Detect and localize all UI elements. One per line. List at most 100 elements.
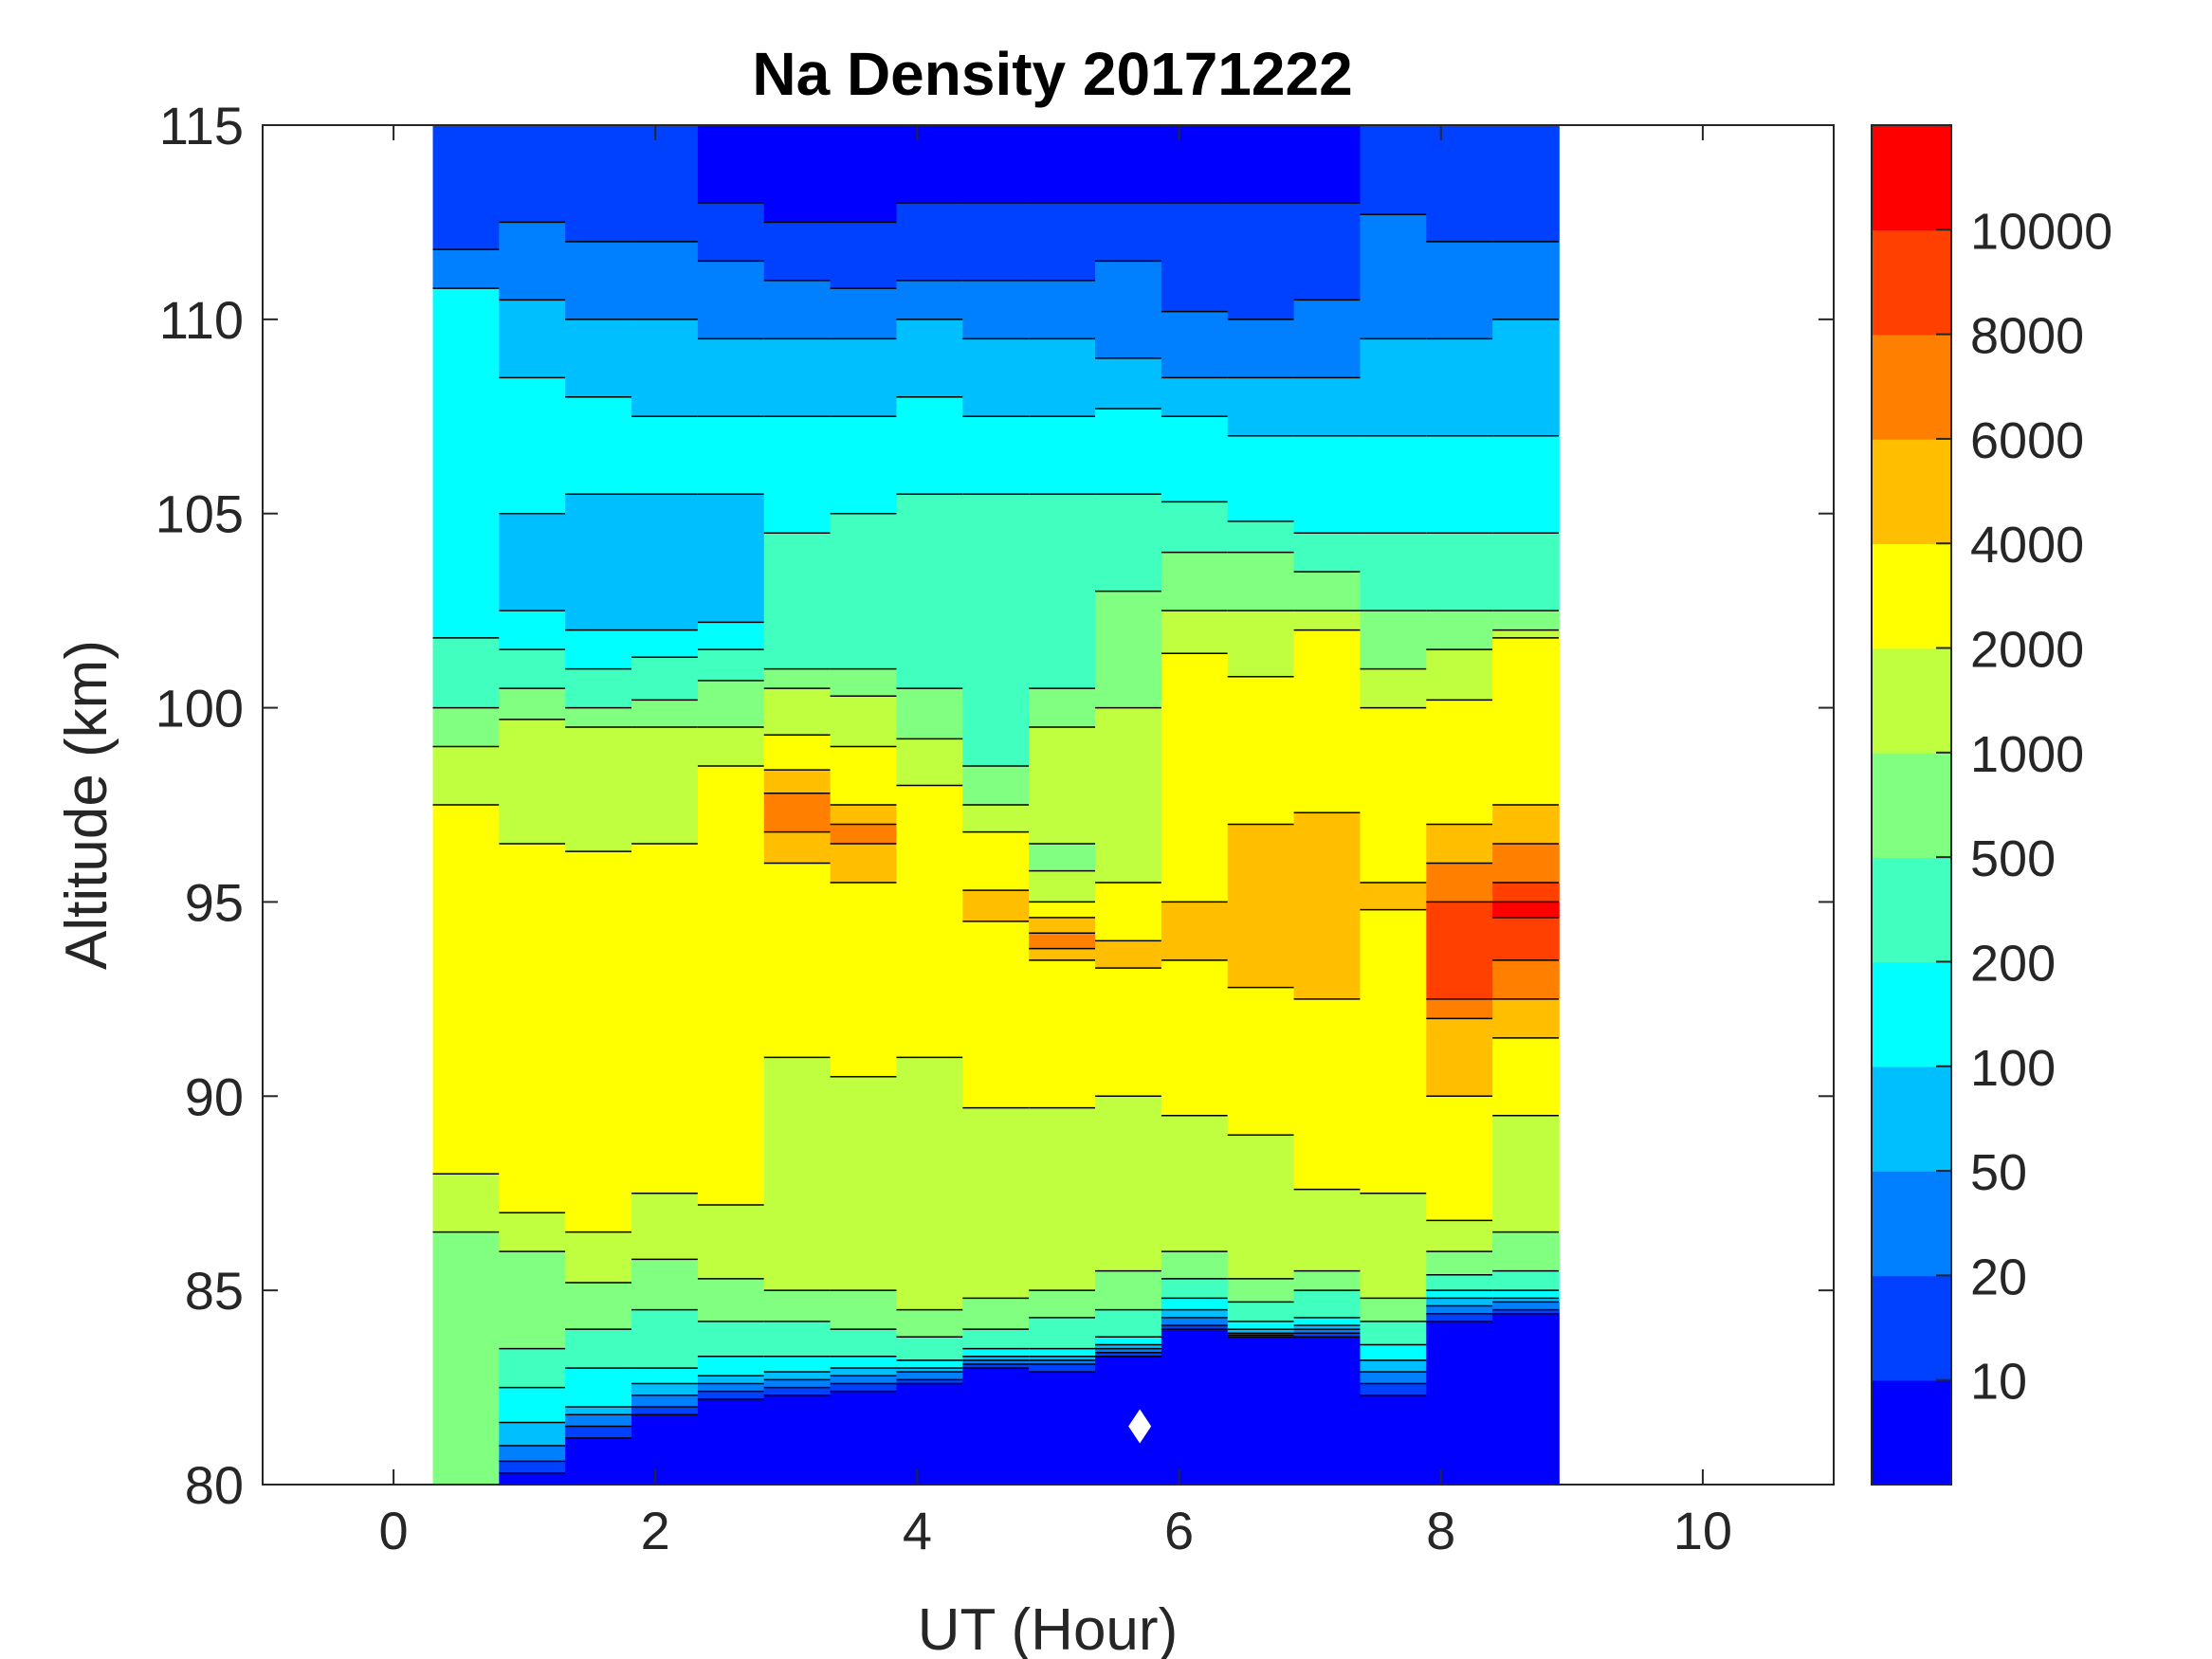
contour-cell (631, 125, 699, 243)
contour-cell (962, 1107, 1030, 1300)
contour-cell (1029, 1356, 1096, 1361)
contour-cell (1360, 1193, 1428, 1300)
contour-cell (697, 622, 765, 650)
contour-cell (1492, 629, 1560, 639)
contour-cell (1426, 1313, 1493, 1322)
contour-cell (962, 766, 1030, 806)
contour-cell (1095, 1096, 1162, 1272)
contour-cell (1095, 1270, 1162, 1311)
y-tick-label: 85 (185, 1261, 244, 1321)
colorbar-tick-label: 4000 (1970, 517, 2084, 574)
colorbar-swatch (1872, 543, 1951, 649)
contour-cell (1029, 1372, 1096, 1486)
contour-cell (1227, 1337, 1295, 1486)
contour-cell (499, 300, 567, 379)
contour-cell (1293, 1290, 1362, 1319)
contour-cell (1029, 688, 1096, 728)
colorbar-tick-label: 50 (1970, 1144, 2027, 1201)
contour-cell (432, 1231, 501, 1486)
contour-cell (1360, 435, 1428, 534)
contour-cell (1426, 649, 1493, 702)
y-tick-label: 100 (155, 679, 244, 738)
contour-cell (1161, 1329, 1229, 1486)
contour-cell (1293, 125, 1362, 204)
contour-cell (565, 241, 632, 320)
contour-cell (1492, 435, 1560, 534)
y-tick-label: 115 (159, 96, 244, 155)
contour-cell (763, 1290, 832, 1322)
contour-cell (1227, 1135, 1295, 1280)
contour-cell (962, 805, 1030, 833)
contour-cell (1227, 676, 1295, 826)
contour-cell (1029, 902, 1096, 919)
contour-cell (499, 1422, 567, 1447)
contour-cell (896, 494, 964, 689)
contour-cell (962, 1359, 1030, 1365)
contour-cell (830, 1290, 898, 1330)
contour-cell (1161, 611, 1229, 655)
contour-cell (1492, 1270, 1560, 1291)
colorbar-swatch (1872, 334, 1951, 440)
contour-cell (896, 319, 964, 398)
contour-cell (499, 843, 567, 1213)
contour-cell (830, 843, 898, 884)
contour-cell (1029, 1107, 1096, 1291)
contour-cell (962, 1368, 1030, 1486)
contour-cell (1095, 968, 1162, 1098)
chart-title: Na Density 20171222 (752, 40, 1352, 108)
contour-cell (830, 125, 898, 224)
contour-cell (1426, 611, 1493, 650)
contour-cell (1360, 1359, 1428, 1373)
contour-cell (1227, 1278, 1295, 1304)
contour-cell (1492, 1290, 1560, 1300)
colorbar-tick-label: 100 (1970, 1040, 2056, 1097)
contour-cell (1492, 1302, 1560, 1311)
contour-cell (1029, 1363, 1096, 1373)
contour-cell (432, 746, 501, 806)
contour-cell (631, 843, 699, 1194)
contour-cell (499, 222, 567, 301)
contour-cell (432, 805, 501, 1176)
contour-cell (1360, 611, 1428, 670)
contour-cell (565, 1329, 632, 1369)
contour-cell (1492, 125, 1560, 243)
contour-cell (763, 338, 832, 418)
contour-cell (1227, 1302, 1295, 1322)
contour-cell (1360, 125, 1428, 216)
contour-cell (631, 700, 699, 728)
contour-cell (565, 396, 632, 496)
contour-cell (697, 1356, 765, 1377)
contour-cell (697, 338, 765, 418)
contour-cell (499, 1472, 567, 1486)
contour-cell (1426, 533, 1493, 611)
contour-cell (1161, 1309, 1229, 1319)
contour-cell (565, 727, 632, 852)
contour-cell (962, 831, 1030, 891)
contour-cell (830, 746, 898, 806)
contour-cell (697, 1278, 765, 1322)
contour-cell (830, 805, 898, 826)
contour-cell (1293, 1329, 1362, 1335)
x-tick-label: 0 (379, 1501, 409, 1560)
contour-cell (697, 1383, 765, 1393)
contour-cell (432, 1174, 501, 1233)
contour-cell (1360, 1372, 1428, 1385)
contour-cell (1293, 611, 1362, 631)
contour-cell (1095, 1348, 1162, 1354)
contour-cell (1161, 416, 1229, 503)
contour-cell (1293, 533, 1362, 573)
contour-cell (763, 688, 832, 737)
contour-cell (1492, 1313, 1560, 1486)
contour-cell (631, 1407, 699, 1416)
contour-cell (1360, 338, 1428, 437)
contour-cell (697, 727, 765, 767)
contour-cell (763, 1395, 832, 1486)
colorbar-swatch (1872, 961, 1951, 1067)
contour-cell (896, 785, 964, 1059)
contour-cell (1426, 998, 1493, 1020)
contour-cell (763, 735, 832, 771)
contour-cell (1360, 1344, 1428, 1361)
contour-cell (1161, 552, 1229, 611)
contour-cell (1360, 533, 1428, 611)
contour-cell (1293, 202, 1362, 301)
